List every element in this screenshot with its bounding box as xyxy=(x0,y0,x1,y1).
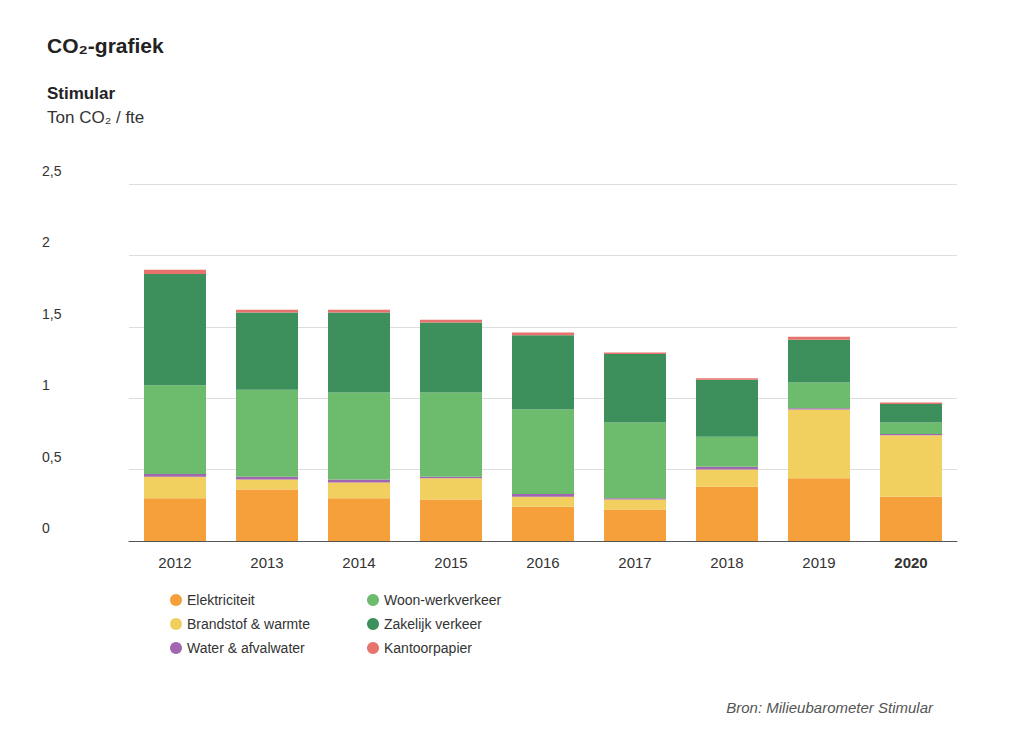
svg-text:2: 2 xyxy=(42,234,50,250)
svg-text:2013: 2013 xyxy=(250,554,283,571)
svg-text:2015: 2015 xyxy=(434,554,467,571)
svg-text:Brandstof & warmte: Brandstof & warmte xyxy=(187,616,310,632)
svg-text:Woon-werkverkeer: Woon-werkverkeer xyxy=(384,592,502,608)
svg-text:1,5: 1,5 xyxy=(42,306,62,322)
svg-text:2017: 2017 xyxy=(618,554,651,571)
svg-text:2016: 2016 xyxy=(526,554,559,571)
svg-text:2,5: 2,5 xyxy=(42,163,62,179)
svg-text:Ton CO₂ / fte: Ton CO₂ / fte xyxy=(47,108,144,127)
svg-text:Elektriciteit: Elektriciteit xyxy=(187,592,255,608)
svg-text:2014: 2014 xyxy=(342,554,375,571)
svg-text:2012: 2012 xyxy=(158,554,191,571)
svg-text:Kantoorpapier: Kantoorpapier xyxy=(384,640,472,656)
svg-text:2019: 2019 xyxy=(802,554,835,571)
svg-text:Water & afvalwater: Water & afvalwater xyxy=(187,640,305,656)
svg-text:Bron: Milieubarometer Stimular: Bron: Milieubarometer Stimular xyxy=(726,699,934,716)
svg-text:1: 1 xyxy=(42,377,50,393)
svg-text:Zakelijk verkeer: Zakelijk verkeer xyxy=(384,616,482,632)
svg-text:Stimular: Stimular xyxy=(47,84,115,103)
svg-text:0: 0 xyxy=(42,520,50,536)
svg-text:2018: 2018 xyxy=(710,554,743,571)
svg-text:2020: 2020 xyxy=(894,554,927,571)
svg-text:CO₂-grafiek: CO₂-grafiek xyxy=(47,34,164,57)
svg-text:0,5: 0,5 xyxy=(42,449,62,465)
